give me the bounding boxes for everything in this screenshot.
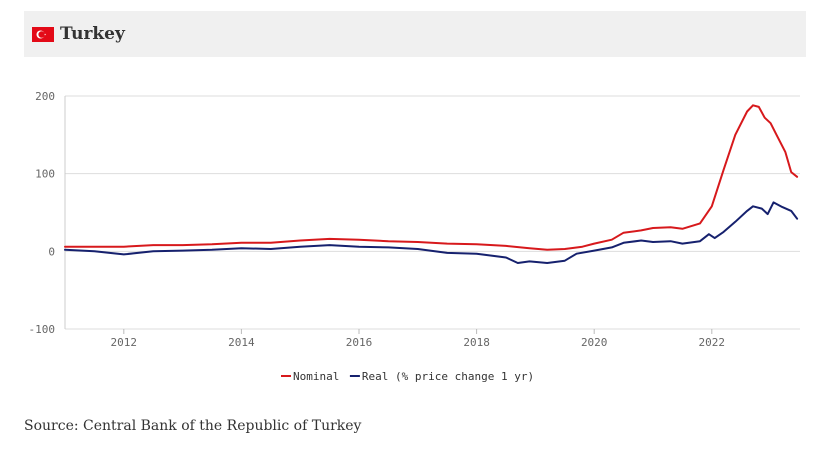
x-tick-label: 2012: [111, 336, 138, 349]
x-tick-label: 2014: [228, 336, 255, 349]
x-tick-label: 2020: [581, 336, 608, 349]
chart-title: Turkey: [60, 24, 125, 44]
chart-header: Turkey: [24, 11, 806, 57]
y-tick-label: -100: [29, 323, 56, 336]
series-line-nominal: [64, 104, 799, 251]
turkey-flag-icon: [32, 26, 54, 42]
line-chart: 200 100 0 -100 2012 2014 2016 2018 2020 2022 Nomin…: [29, 90, 800, 383]
x-tick-label: 2018: [463, 336, 490, 349]
x-tick-label: 2022: [699, 336, 726, 349]
series-line-real: [64, 201, 799, 264]
legend-label-nominal: Nominal: [293, 370, 339, 383]
x-tick-label: 2016: [346, 336, 373, 349]
y-tick-label: 200: [35, 90, 55, 103]
y-tick-label: 0: [48, 245, 55, 258]
y-tick-label: 100: [35, 168, 55, 181]
legend-label-real: Real (% price change 1 yr): [362, 370, 534, 383]
source-note: Source: Central Bank of the Republic of …: [24, 418, 362, 434]
